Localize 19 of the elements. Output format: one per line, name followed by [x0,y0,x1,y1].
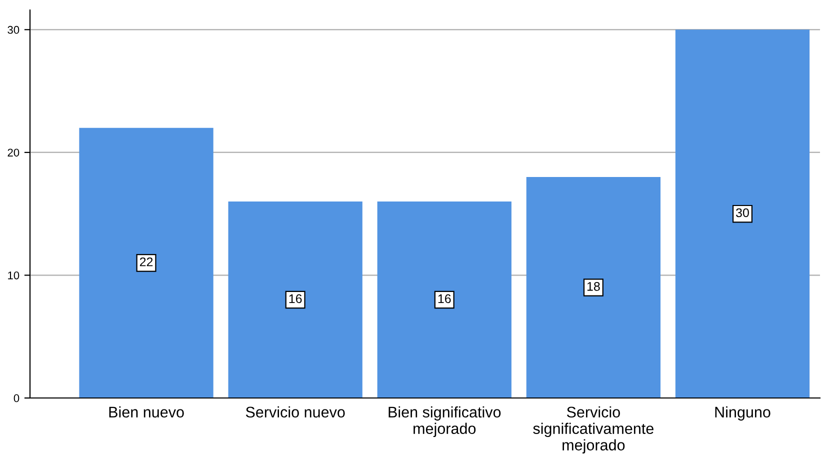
bar [377,202,512,398]
data-label: 18 [587,282,600,291]
data-label: 16 [289,294,302,304]
data-label: 22 [140,257,153,266]
y-tick-label: 10 [8,271,20,280]
y-tick-label: 0 [14,394,20,402]
data-label: 30 [736,208,749,218]
x-tick-label: Servicio significativamente mejorado [533,406,654,454]
x-tick-label: Bien nuevo [109,406,184,418]
y-tick-label: 20 [8,148,20,157]
bar [228,202,362,398]
data-label: 16 [438,294,451,304]
bar [675,30,810,398]
y-tick-label: 30 [8,26,20,34]
bar [79,128,214,398]
x-tick-label: Bien significativo mejorado [388,406,501,438]
bar [526,176,661,398]
x-tick-label: Servicio nuevo [246,406,345,418]
x-tick-label: Ninguno [715,406,770,421]
